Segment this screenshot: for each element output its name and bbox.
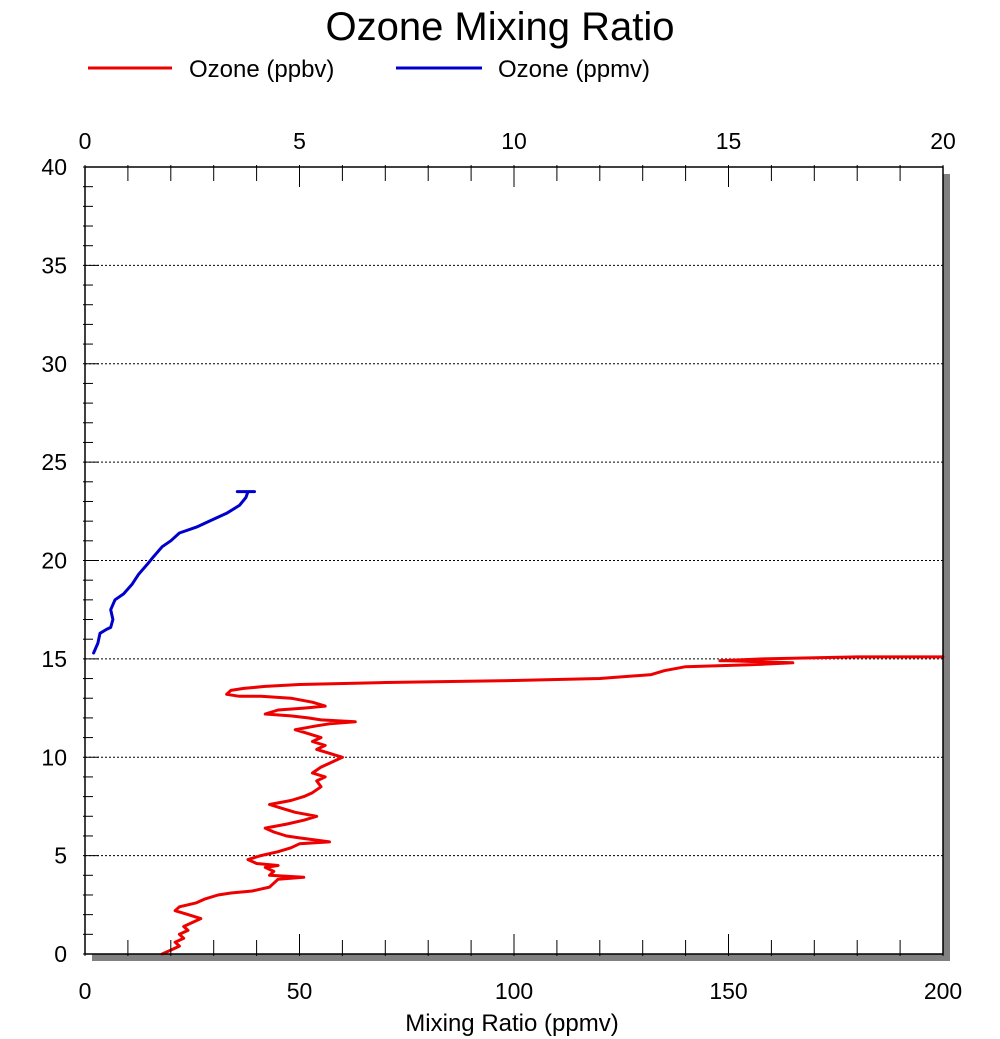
x-top-tick-label: 20 [930,128,956,154]
y-tick-label: 15 [41,646,67,672]
y-tick-label: 25 [41,449,67,475]
y-tick-label: 0 [54,941,67,967]
x-axis-title: Mixing Ratio (ppmv) [405,1010,618,1037]
x-top-tick-label: 10 [501,128,527,154]
y-tick-label: 20 [41,548,67,574]
chart-title: Ozone Mixing Ratio [325,5,674,49]
legend-label-ppmv: Ozone (ppmv) [498,56,650,83]
gridlines [85,264,943,857]
y-tick-label: 10 [41,744,67,770]
x-bottom-tick-label: 50 [287,978,313,1004]
series-line-ozone-ppbv [160,655,945,956]
x-bottom-tick-label: 150 [709,978,747,1004]
plot-shadow-right [943,174,950,961]
y-tick-label: 5 [54,843,67,869]
x-bottom-tick-label: 0 [79,978,92,1004]
plot-shadow-bottom [92,954,950,961]
series-layer [92,490,945,956]
axis-tick-labels: 0 5 10 15 20 25 30 35 40 0 50 100 150 200 0 5 10 15 20 [41,128,962,1004]
y-tick-label: 40 [41,154,67,180]
x-top-tick-label: 0 [79,128,92,154]
y-tick-label: 30 [41,351,67,377]
legend-label-ppbv: Ozone (ppbv) [189,56,334,83]
x-bottom-tick-label: 100 [495,978,533,1004]
series-line-ozone-ppmv [92,490,256,655]
x-top-tick-label: 15 [716,128,742,154]
x-bottom-tick-label: 200 [924,978,962,1004]
y-tick-label: 35 [41,252,67,278]
axis-ticks [83,165,944,956]
x-top-tick-label: 5 [293,128,306,154]
legend: Ozone (ppbv) Ozone (ppmv) [88,56,650,83]
